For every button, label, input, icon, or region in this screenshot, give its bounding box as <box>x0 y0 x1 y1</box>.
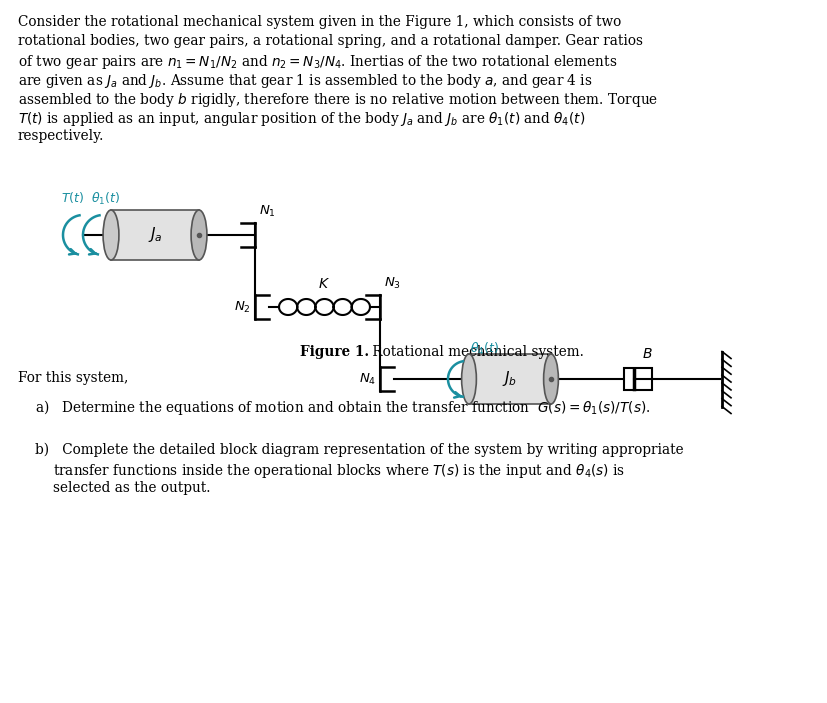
Bar <box>624 368 652 390</box>
Text: rotational bodies, two gear pairs, a rotational spring, and a rotational damper.: rotational bodies, two gear pairs, a rot… <box>18 34 643 48</box>
Text: respectively.: respectively. <box>18 129 104 143</box>
Text: For this system,: For this system, <box>18 371 128 385</box>
Ellipse shape <box>191 210 207 260</box>
Text: $N_2$: $N_2$ <box>234 299 251 314</box>
Text: $T(t)$ is applied as an input, angular position of the body $J_a$ and $J_b$ are : $T(t)$ is applied as an input, angular p… <box>18 110 586 128</box>
Text: Figure 1.: Figure 1. <box>300 345 369 359</box>
Text: $J_a$: $J_a$ <box>147 226 162 245</box>
Text: assembled to the body $b$ rigidly, therefore there is no relative motion between: assembled to the body $b$ rigidly, there… <box>18 91 658 109</box>
Ellipse shape <box>461 354 476 404</box>
Text: $N_3$: $N_3$ <box>384 276 401 291</box>
Text: of two gear pairs are $n_1 = N_1/N_2$ and $n_2 = N_3/N_4$. Inertias of the two r: of two gear pairs are $n_1 = N_1/N_2$ an… <box>18 53 617 71</box>
Text: are given as $J_a$ and $J_b$. Assume that gear 1 is assembled to the body $a$, a: are given as $J_a$ and $J_b$. Assume tha… <box>18 72 593 90</box>
Text: transfer functions inside the operational blocks where $T(s)$ is the input and $: transfer functions inside the operationa… <box>53 462 625 480</box>
Text: $B$: $B$ <box>642 347 653 361</box>
Bar <box>469 354 551 404</box>
Text: a)   Determine the equations of motion and obtain the transfer function  $G(s) =: a) Determine the equations of motion and… <box>35 398 651 417</box>
Text: $N_4$: $N_4$ <box>359 371 376 387</box>
Text: Rotational mechanical system.: Rotational mechanical system. <box>368 345 584 359</box>
Text: Consider the rotational mechanical system given in the Figure 1, which consists : Consider the rotational mechanical syste… <box>18 15 621 29</box>
Text: $K$: $K$ <box>318 277 331 291</box>
Bar <box>111 210 199 260</box>
Text: $\theta_4(t)$: $\theta_4(t)$ <box>470 341 500 357</box>
Text: b)   Complete the detailed block diagram representation of the system by writing: b) Complete the detailed block diagram r… <box>35 443 684 458</box>
Text: selected as the output.: selected as the output. <box>53 481 211 495</box>
Text: $N_1$: $N_1$ <box>259 204 276 219</box>
Text: $T(t)$  $\theta_1(t)$: $T(t)$ $\theta_1(t)$ <box>61 191 121 207</box>
Text: $J_b$: $J_b$ <box>502 370 518 389</box>
Ellipse shape <box>103 210 119 260</box>
Ellipse shape <box>543 354 558 404</box>
